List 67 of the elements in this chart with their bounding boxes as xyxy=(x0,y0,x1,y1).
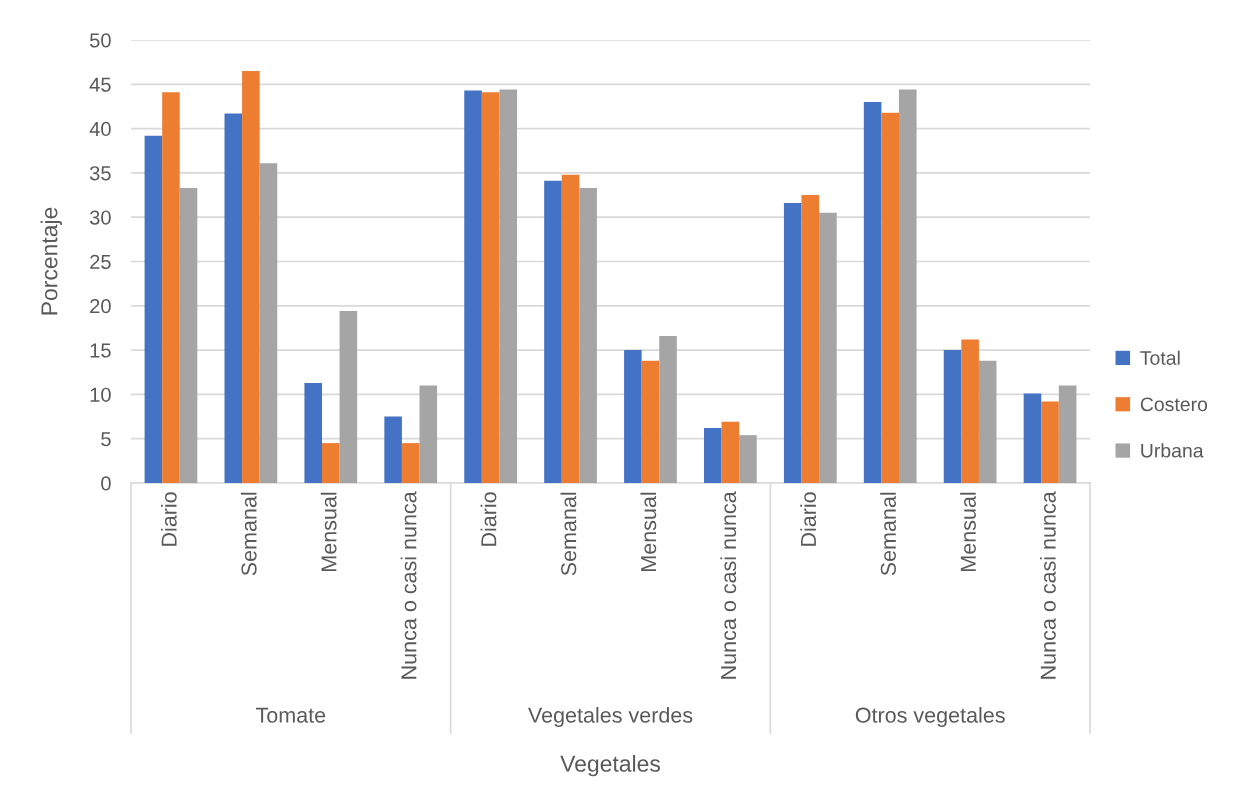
bar xyxy=(863,102,882,483)
y-tick-label: 15 xyxy=(90,343,111,358)
bar xyxy=(259,163,278,483)
x-axis-title: Vegetales xyxy=(560,755,661,777)
bar xyxy=(499,89,517,483)
bar xyxy=(899,89,917,483)
bar xyxy=(943,350,962,483)
bar xyxy=(624,350,642,483)
y-tick-label: 30 xyxy=(89,210,111,225)
y-axis-title: Porcentaje xyxy=(40,207,62,315)
bar xyxy=(224,113,243,483)
text: Tomate xyxy=(256,707,326,723)
bar xyxy=(819,212,837,483)
bar xyxy=(721,421,740,483)
x-tick-label: Diario xyxy=(160,492,177,546)
x-tick-label: Semanal xyxy=(880,492,896,576)
bar xyxy=(144,135,163,483)
bar xyxy=(659,335,677,483)
bar xyxy=(481,92,500,483)
bar xyxy=(783,203,802,483)
x-tick-label: Diario xyxy=(800,492,817,546)
bar xyxy=(162,92,180,483)
bar xyxy=(179,187,198,483)
x-tick-label: Mensual xyxy=(640,492,657,571)
y-tick-label: 35 xyxy=(89,166,111,181)
y-tick-label: 50 xyxy=(89,33,111,48)
bar xyxy=(961,339,979,483)
bar xyxy=(978,360,997,483)
bar xyxy=(419,385,438,483)
legend-label: Costero xyxy=(1140,397,1208,412)
bar xyxy=(242,71,260,483)
text: Vegetales verdes xyxy=(528,706,693,728)
y-tick-label: 10 xyxy=(90,387,111,402)
text: Otros vegetales xyxy=(855,706,1005,728)
x-tick-label: Nunca o casi nunca xyxy=(400,491,417,679)
x-tick-label: Semanal xyxy=(240,492,257,576)
bar xyxy=(322,443,340,483)
bar xyxy=(704,428,722,483)
bar xyxy=(1041,401,1059,483)
bar xyxy=(1023,393,1042,483)
x-tick-label: Nunca o casi nunca xyxy=(720,491,737,679)
x-tick-label: Nunca o casi nunca xyxy=(1040,491,1056,679)
y-tick-label: 45 xyxy=(89,77,111,92)
legend-label: Urbana xyxy=(1141,443,1204,458)
legend-label: Total xyxy=(1140,350,1180,365)
bar xyxy=(401,443,420,483)
bar xyxy=(339,311,358,483)
bar xyxy=(384,416,402,483)
y-tick-label: 0 xyxy=(101,476,111,491)
bar xyxy=(739,435,757,483)
bar xyxy=(561,174,580,483)
y-tick-label: 40 xyxy=(89,121,111,137)
bar xyxy=(464,90,482,483)
bar xyxy=(801,195,820,483)
bar xyxy=(641,360,660,483)
y-tick-label: 25 xyxy=(90,254,111,269)
x-tick-label: Mensual xyxy=(960,492,976,571)
bar xyxy=(579,187,597,483)
y-tick-label: 20 xyxy=(90,299,111,314)
y-tick-label: 5 xyxy=(101,432,111,447)
bar xyxy=(1058,385,1077,483)
bar xyxy=(304,382,322,483)
x-tick-label: Mensual xyxy=(320,492,337,571)
x-tick-label: Semanal xyxy=(560,492,577,576)
bar xyxy=(881,112,899,483)
bar xyxy=(544,180,562,483)
x-tick-label: Diario xyxy=(480,492,497,546)
